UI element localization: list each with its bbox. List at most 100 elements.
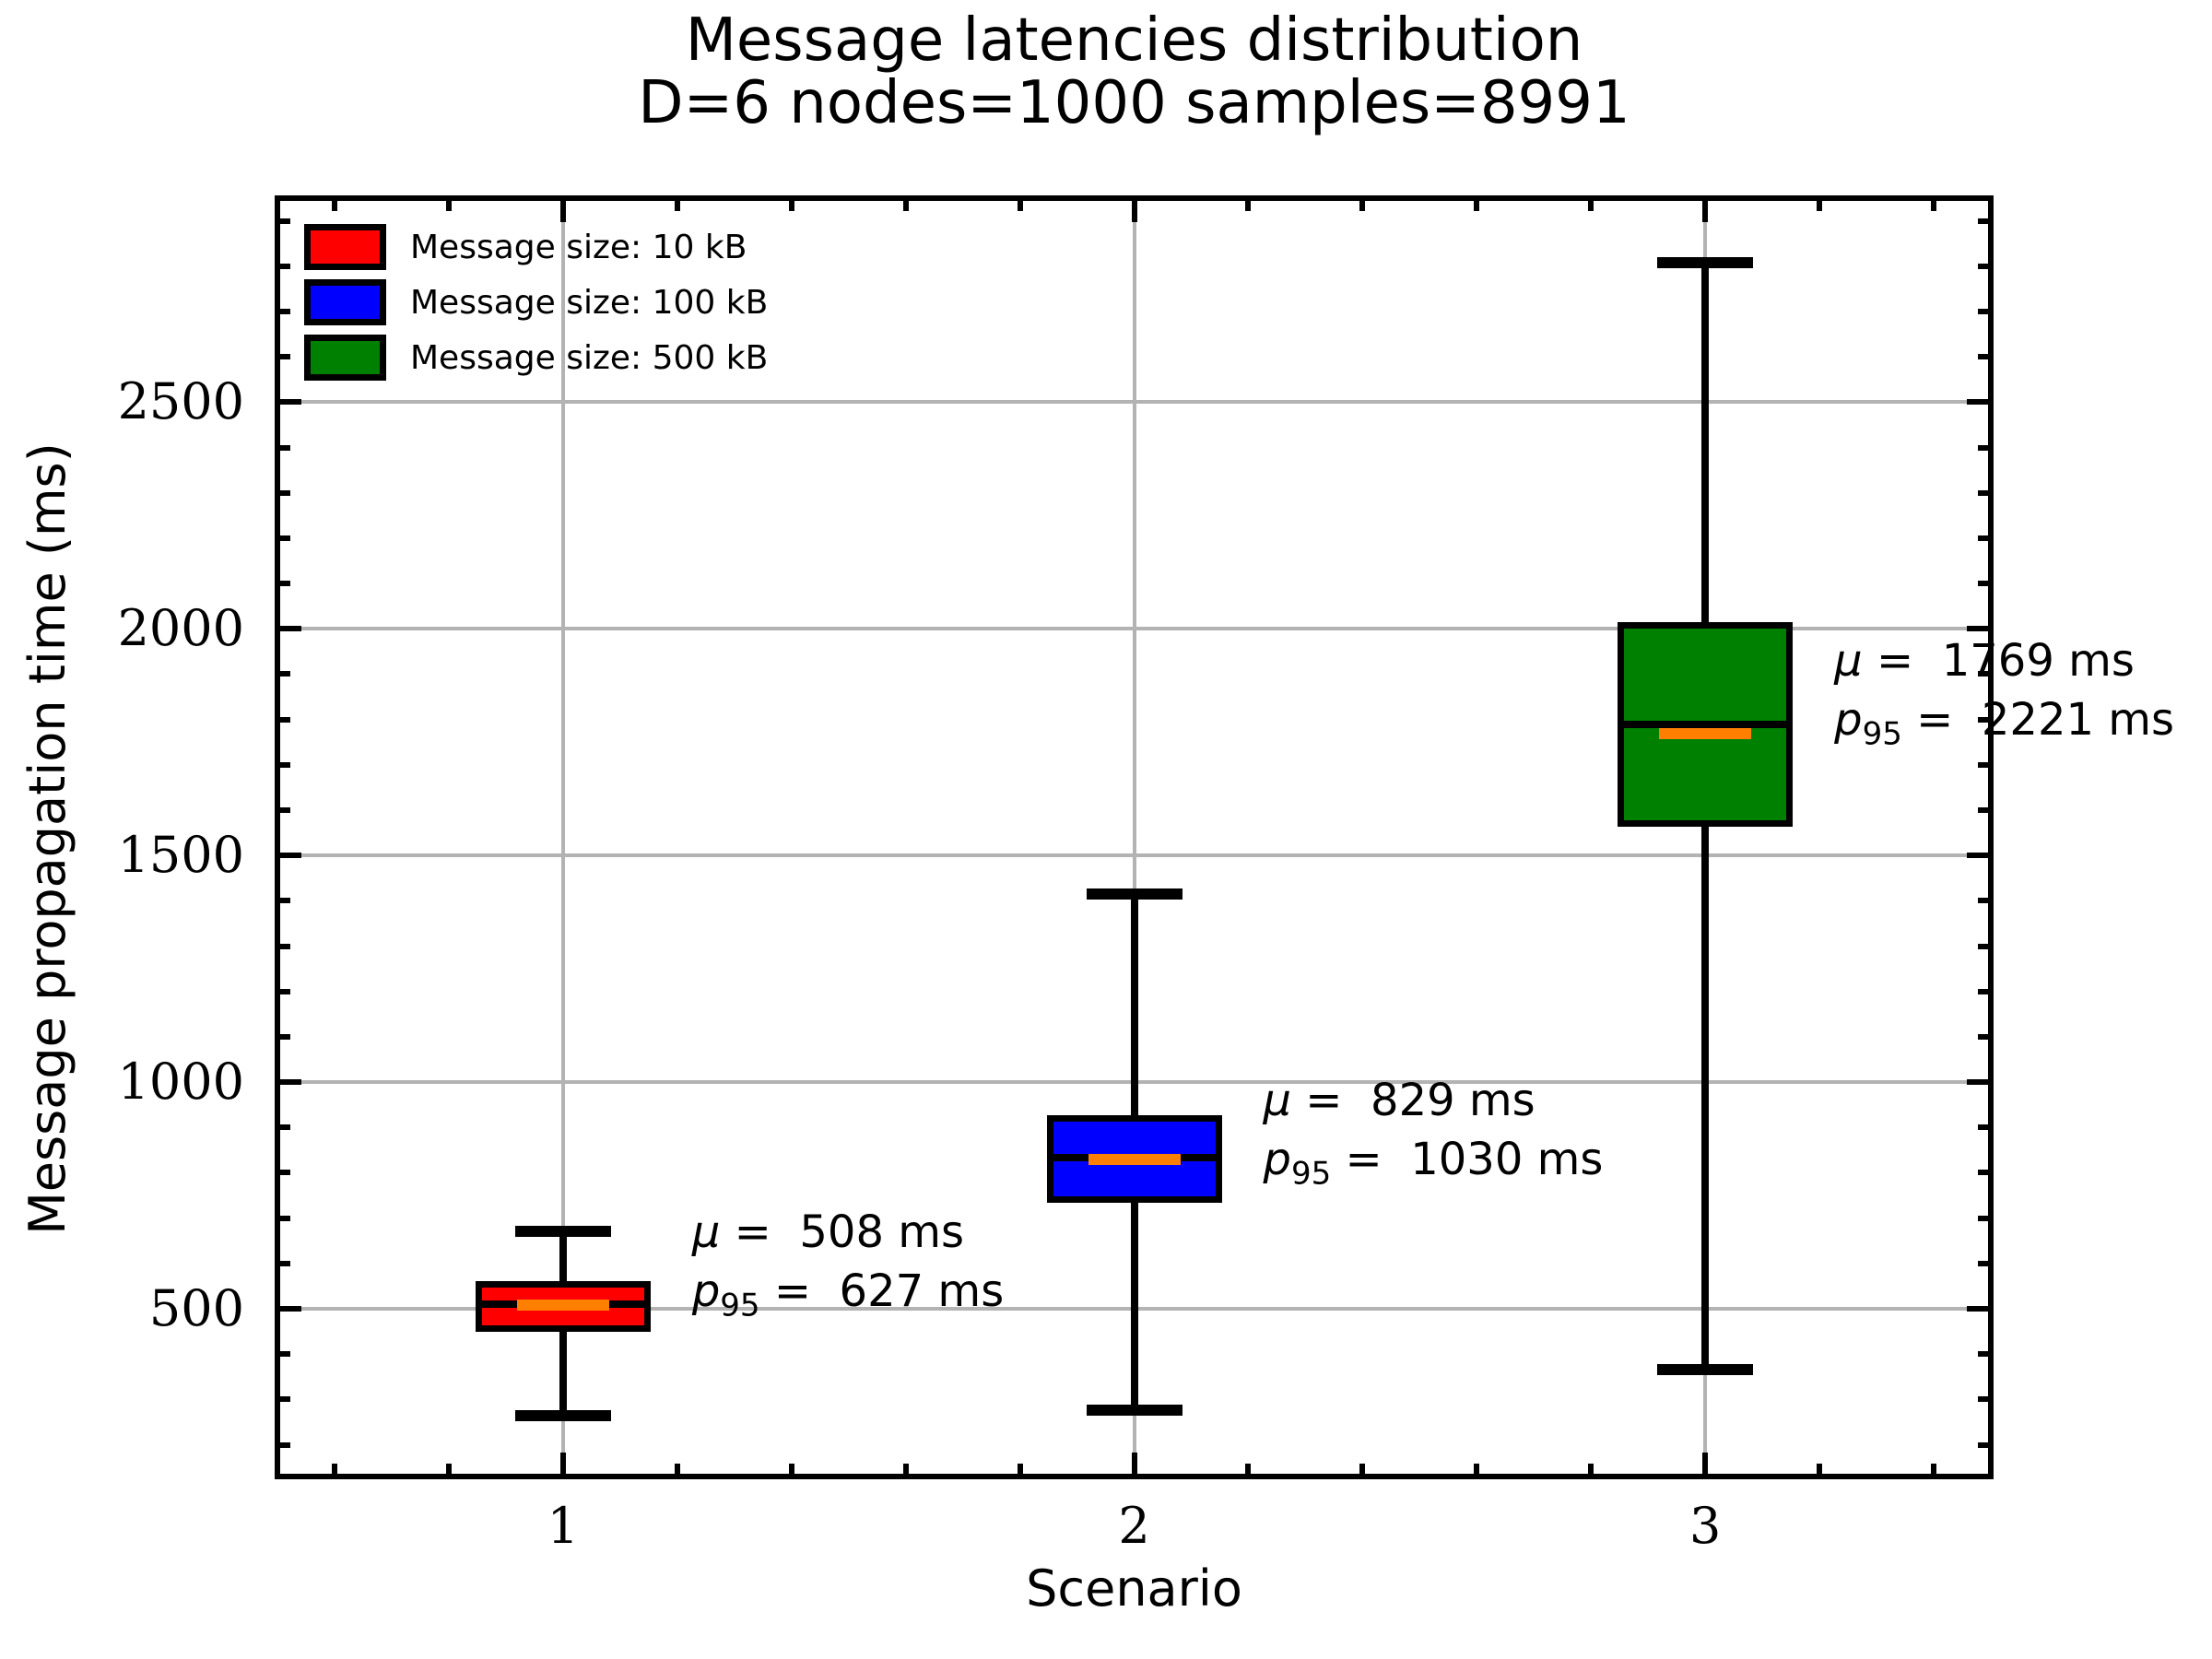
- y-tick-label: 1500: [117, 826, 244, 885]
- y-tick: [277, 535, 290, 541]
- x-tick: [1588, 1464, 1594, 1477]
- y-tick: [1978, 761, 1991, 768]
- mean-annotation-line: μ = 1769 ms: [1834, 634, 2135, 687]
- mean-annotation-line: μ = 829 ms: [1263, 1074, 1535, 1126]
- y-tick: [277, 1215, 290, 1221]
- y-tick: [1978, 1351, 1991, 1358]
- legend-swatch-icon: [304, 224, 386, 270]
- x-tick: [1474, 1464, 1480, 1477]
- y-tick: [277, 1306, 301, 1312]
- whisker-cap-low: [1086, 1404, 1182, 1416]
- x-tick: [1131, 1453, 1137, 1477]
- y-tick: [277, 943, 290, 949]
- y-tick: [1978, 898, 1991, 904]
- y-tick: [1967, 1079, 1991, 1086]
- y-tick: [277, 853, 301, 859]
- y-tick: [277, 218, 290, 224]
- x-axis-label: Scenario: [1026, 1559, 1242, 1618]
- x-tick: [1359, 1464, 1366, 1477]
- y-tick: [1978, 218, 1991, 224]
- x-tick: [1817, 198, 1823, 211]
- whisker-cap-low: [1657, 1363, 1754, 1375]
- y-tick: [1978, 1215, 1991, 1221]
- x-tick: [902, 198, 909, 211]
- x-tick: [788, 198, 794, 211]
- x-tick-label: 3: [1688, 1497, 1722, 1555]
- y-tick: [1978, 354, 1991, 360]
- stats-annotation: μ = 1769 ms p95 = 2221 ms: [1834, 631, 2174, 764]
- y-tick-label: 1000: [117, 1053, 244, 1112]
- y-tick: [1978, 716, 1991, 723]
- y-tick: [277, 308, 290, 314]
- y-tick: [277, 761, 290, 768]
- legend-row: Message size: 500 kB: [304, 330, 768, 385]
- x-gridline: [1132, 198, 1136, 1477]
- mean-line: [1088, 1154, 1181, 1166]
- y-tick: [277, 716, 290, 723]
- chart-title: Message latencies distribution D=6 nodes…: [277, 9, 1991, 135]
- y-tick: [277, 626, 301, 632]
- y-tick: [277, 1260, 290, 1266]
- y-tick: [1978, 1441, 1991, 1448]
- p95-annotation-line: p95 = 627 ms: [691, 1265, 1005, 1324]
- y-tick: [277, 1441, 290, 1448]
- y-tick: [1978, 263, 1991, 269]
- y-tick: [1978, 671, 1991, 677]
- whisker-cap-high: [514, 1226, 611, 1238]
- x-tick: [1817, 1464, 1823, 1477]
- y-tick: [277, 354, 290, 360]
- y-tick: [277, 1396, 290, 1403]
- whisker-cap-high: [1657, 257, 1754, 269]
- y-tick: [277, 1351, 290, 1358]
- x-tick: [559, 1453, 566, 1477]
- x-tick: [1474, 198, 1480, 211]
- y-tick: [1978, 1033, 1991, 1040]
- y-tick: [277, 806, 290, 813]
- y-tick: [1967, 1306, 1991, 1312]
- x-tick: [1931, 198, 1937, 211]
- legend-label: Message size: 100 kB: [410, 283, 769, 322]
- x-tick-label: 1: [547, 1497, 579, 1555]
- p95-annotation-line: p95 = 2221 ms: [1834, 693, 2175, 753]
- y-tick: [1978, 1396, 1991, 1403]
- x-tick: [1245, 1464, 1252, 1477]
- y-tick: [1978, 1124, 1991, 1131]
- stats-annotation: μ = 508 ms p95 = 627 ms: [692, 1203, 1004, 1335]
- y-tick: [1978, 581, 1991, 587]
- x-tick: [1702, 198, 1709, 222]
- y-tick: [1978, 489, 1991, 496]
- x-tick-label: 2: [1118, 1497, 1150, 1555]
- x-tick: [331, 198, 337, 211]
- whisker-cap-low: [514, 1409, 611, 1421]
- y-tick: [1967, 626, 1991, 632]
- y-tick: [277, 263, 290, 269]
- y-tick: [277, 444, 290, 451]
- x-tick: [445, 198, 452, 211]
- y-tick: [277, 1124, 290, 1131]
- x-tick: [1588, 198, 1594, 211]
- y-tick: [1978, 988, 1991, 994]
- chart-title-line2: D=6 nodes=1000 samples=8991: [638, 69, 1630, 137]
- legend-row: Message size: 10 kB: [304, 219, 768, 275]
- y-tick: [1978, 444, 1991, 451]
- y-tick: [277, 988, 290, 994]
- chart-title-line1: Message latencies distribution: [685, 6, 1583, 75]
- median-line: [1624, 720, 1787, 728]
- y-tick-label: 2500: [117, 372, 244, 431]
- y-tick: [277, 1033, 290, 1040]
- x-tick: [1131, 198, 1137, 222]
- legend-row: Message size: 100 kB: [304, 275, 768, 330]
- whisker-cap-high: [1086, 888, 1182, 900]
- y-tick: [277, 1170, 290, 1176]
- x-tick: [902, 1464, 909, 1477]
- y-tick: [1967, 853, 1991, 859]
- legend-label: Message size: 10 kB: [410, 228, 747, 266]
- mean-annotation-line: μ = 508 ms: [691, 1206, 965, 1259]
- legend-label: Message size: 500 kB: [410, 338, 769, 377]
- p95-annotation-line: p95 = 1030 ms: [1263, 1133, 1604, 1193]
- x-tick: [674, 1464, 680, 1477]
- y-tick: [277, 581, 290, 587]
- y-tick: [277, 898, 290, 904]
- x-tick: [559, 198, 566, 222]
